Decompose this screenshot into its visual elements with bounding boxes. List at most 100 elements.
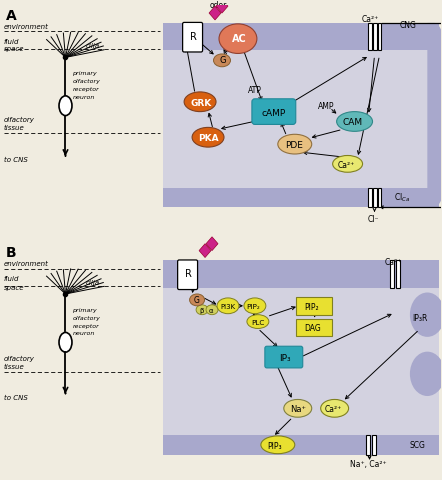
Text: receptor: receptor: [72, 323, 99, 328]
Ellipse shape: [192, 128, 224, 148]
Polygon shape: [199, 244, 211, 258]
Text: AC: AC: [232, 34, 247, 44]
Text: α: α: [209, 307, 213, 313]
Ellipse shape: [213, 55, 230, 68]
Text: PIP₂: PIP₂: [246, 303, 259, 309]
Polygon shape: [163, 188, 439, 208]
Text: CNG: CNG: [400, 21, 416, 30]
Polygon shape: [373, 188, 377, 208]
Text: olfactory: olfactory: [4, 117, 34, 123]
Ellipse shape: [206, 305, 218, 315]
FancyBboxPatch shape: [183, 24, 202, 53]
Text: to CNS: to CNS: [4, 395, 27, 401]
Text: space: space: [4, 285, 24, 290]
Text: Na⁺, Ca²⁺: Na⁺, Ca²⁺: [350, 459, 386, 468]
Ellipse shape: [410, 293, 442, 337]
Ellipse shape: [247, 315, 269, 329]
Text: R: R: [185, 269, 192, 279]
Polygon shape: [377, 188, 381, 208]
Text: environment: environment: [4, 24, 49, 30]
Polygon shape: [368, 24, 372, 51]
Text: GRK: GRK: [190, 98, 211, 108]
Text: IP₃R: IP₃R: [412, 313, 428, 322]
Text: PLC: PLC: [251, 319, 264, 325]
Text: PDE: PDE: [285, 141, 303, 150]
Text: IP₃: IP₃: [279, 353, 290, 362]
Ellipse shape: [278, 135, 312, 155]
Text: PIP₂: PIP₂: [305, 302, 320, 311]
Text: neuron: neuron: [72, 95, 95, 100]
Polygon shape: [163, 261, 439, 288]
Text: neuron: neuron: [72, 331, 95, 336]
Ellipse shape: [261, 436, 295, 454]
Ellipse shape: [337, 112, 373, 132]
Ellipse shape: [410, 352, 442, 396]
Polygon shape: [372, 435, 376, 455]
Ellipse shape: [217, 298, 239, 314]
Text: odor: odor: [210, 1, 228, 10]
Text: receptor: receptor: [72, 87, 99, 92]
Text: primary: primary: [72, 307, 97, 312]
Text: olfactory: olfactory: [4, 355, 34, 361]
Text: olfactory: olfactory: [72, 79, 100, 84]
Text: to CNS: to CNS: [4, 156, 27, 163]
FancyBboxPatch shape: [265, 347, 303, 368]
Text: G: G: [219, 56, 225, 65]
Polygon shape: [390, 261, 394, 288]
Polygon shape: [368, 188, 372, 208]
Polygon shape: [163, 435, 439, 455]
Polygon shape: [377, 24, 381, 51]
Text: B: B: [6, 245, 16, 259]
Text: fluid: fluid: [4, 38, 19, 45]
Text: PKA: PKA: [198, 134, 219, 143]
FancyBboxPatch shape: [296, 297, 332, 315]
Text: olfactory: olfactory: [72, 315, 100, 320]
Text: Cl⁻: Cl⁻: [368, 215, 379, 224]
Text: Ca²⁺: Ca²⁺: [338, 160, 355, 169]
Text: Ca²⁺: Ca²⁺: [325, 405, 342, 413]
Text: fluid: fluid: [4, 276, 19, 282]
Ellipse shape: [196, 305, 208, 315]
Text: primary: primary: [72, 71, 97, 76]
Text: cilia: cilia: [85, 42, 99, 48]
Polygon shape: [206, 237, 218, 251]
Text: cilia: cilia: [85, 279, 99, 286]
Text: DAG: DAG: [305, 324, 321, 333]
Text: Ca²⁺: Ca²⁺: [385, 258, 402, 267]
Text: cAMP: cAMP: [262, 108, 286, 117]
Polygon shape: [163, 24, 439, 51]
Polygon shape: [209, 7, 221, 21]
Polygon shape: [396, 261, 400, 288]
Ellipse shape: [321, 400, 349, 417]
Ellipse shape: [244, 298, 266, 314]
FancyBboxPatch shape: [252, 99, 296, 125]
Text: AMP: AMP: [318, 101, 334, 110]
Text: PI3K: PI3K: [220, 303, 235, 309]
Text: tissue: tissue: [4, 125, 24, 131]
Ellipse shape: [184, 93, 216, 112]
Text: tissue: tissue: [4, 363, 24, 369]
Polygon shape: [163, 288, 439, 435]
Text: Cl$_{Ca}$: Cl$_{Ca}$: [394, 191, 411, 204]
Text: β: β: [199, 307, 203, 313]
Text: Ca²⁺: Ca²⁺: [362, 15, 379, 24]
FancyBboxPatch shape: [296, 319, 332, 336]
Text: ATP: ATP: [248, 86, 262, 95]
Polygon shape: [366, 435, 370, 455]
Text: environment: environment: [4, 261, 49, 267]
Text: SCG: SCG: [409, 440, 425, 449]
Text: space: space: [4, 47, 24, 52]
FancyBboxPatch shape: [178, 261, 198, 290]
Ellipse shape: [59, 333, 72, 352]
Text: CAM: CAM: [343, 118, 363, 127]
Polygon shape: [163, 51, 439, 188]
Ellipse shape: [219, 25, 257, 54]
Text: PIP₃: PIP₃: [267, 441, 282, 450]
Text: R: R: [190, 32, 197, 42]
Text: G: G: [194, 295, 200, 304]
Polygon shape: [427, 24, 442, 208]
Ellipse shape: [284, 400, 312, 417]
Ellipse shape: [59, 96, 72, 116]
Polygon shape: [373, 24, 377, 51]
Text: Na⁺: Na⁺: [290, 405, 306, 413]
